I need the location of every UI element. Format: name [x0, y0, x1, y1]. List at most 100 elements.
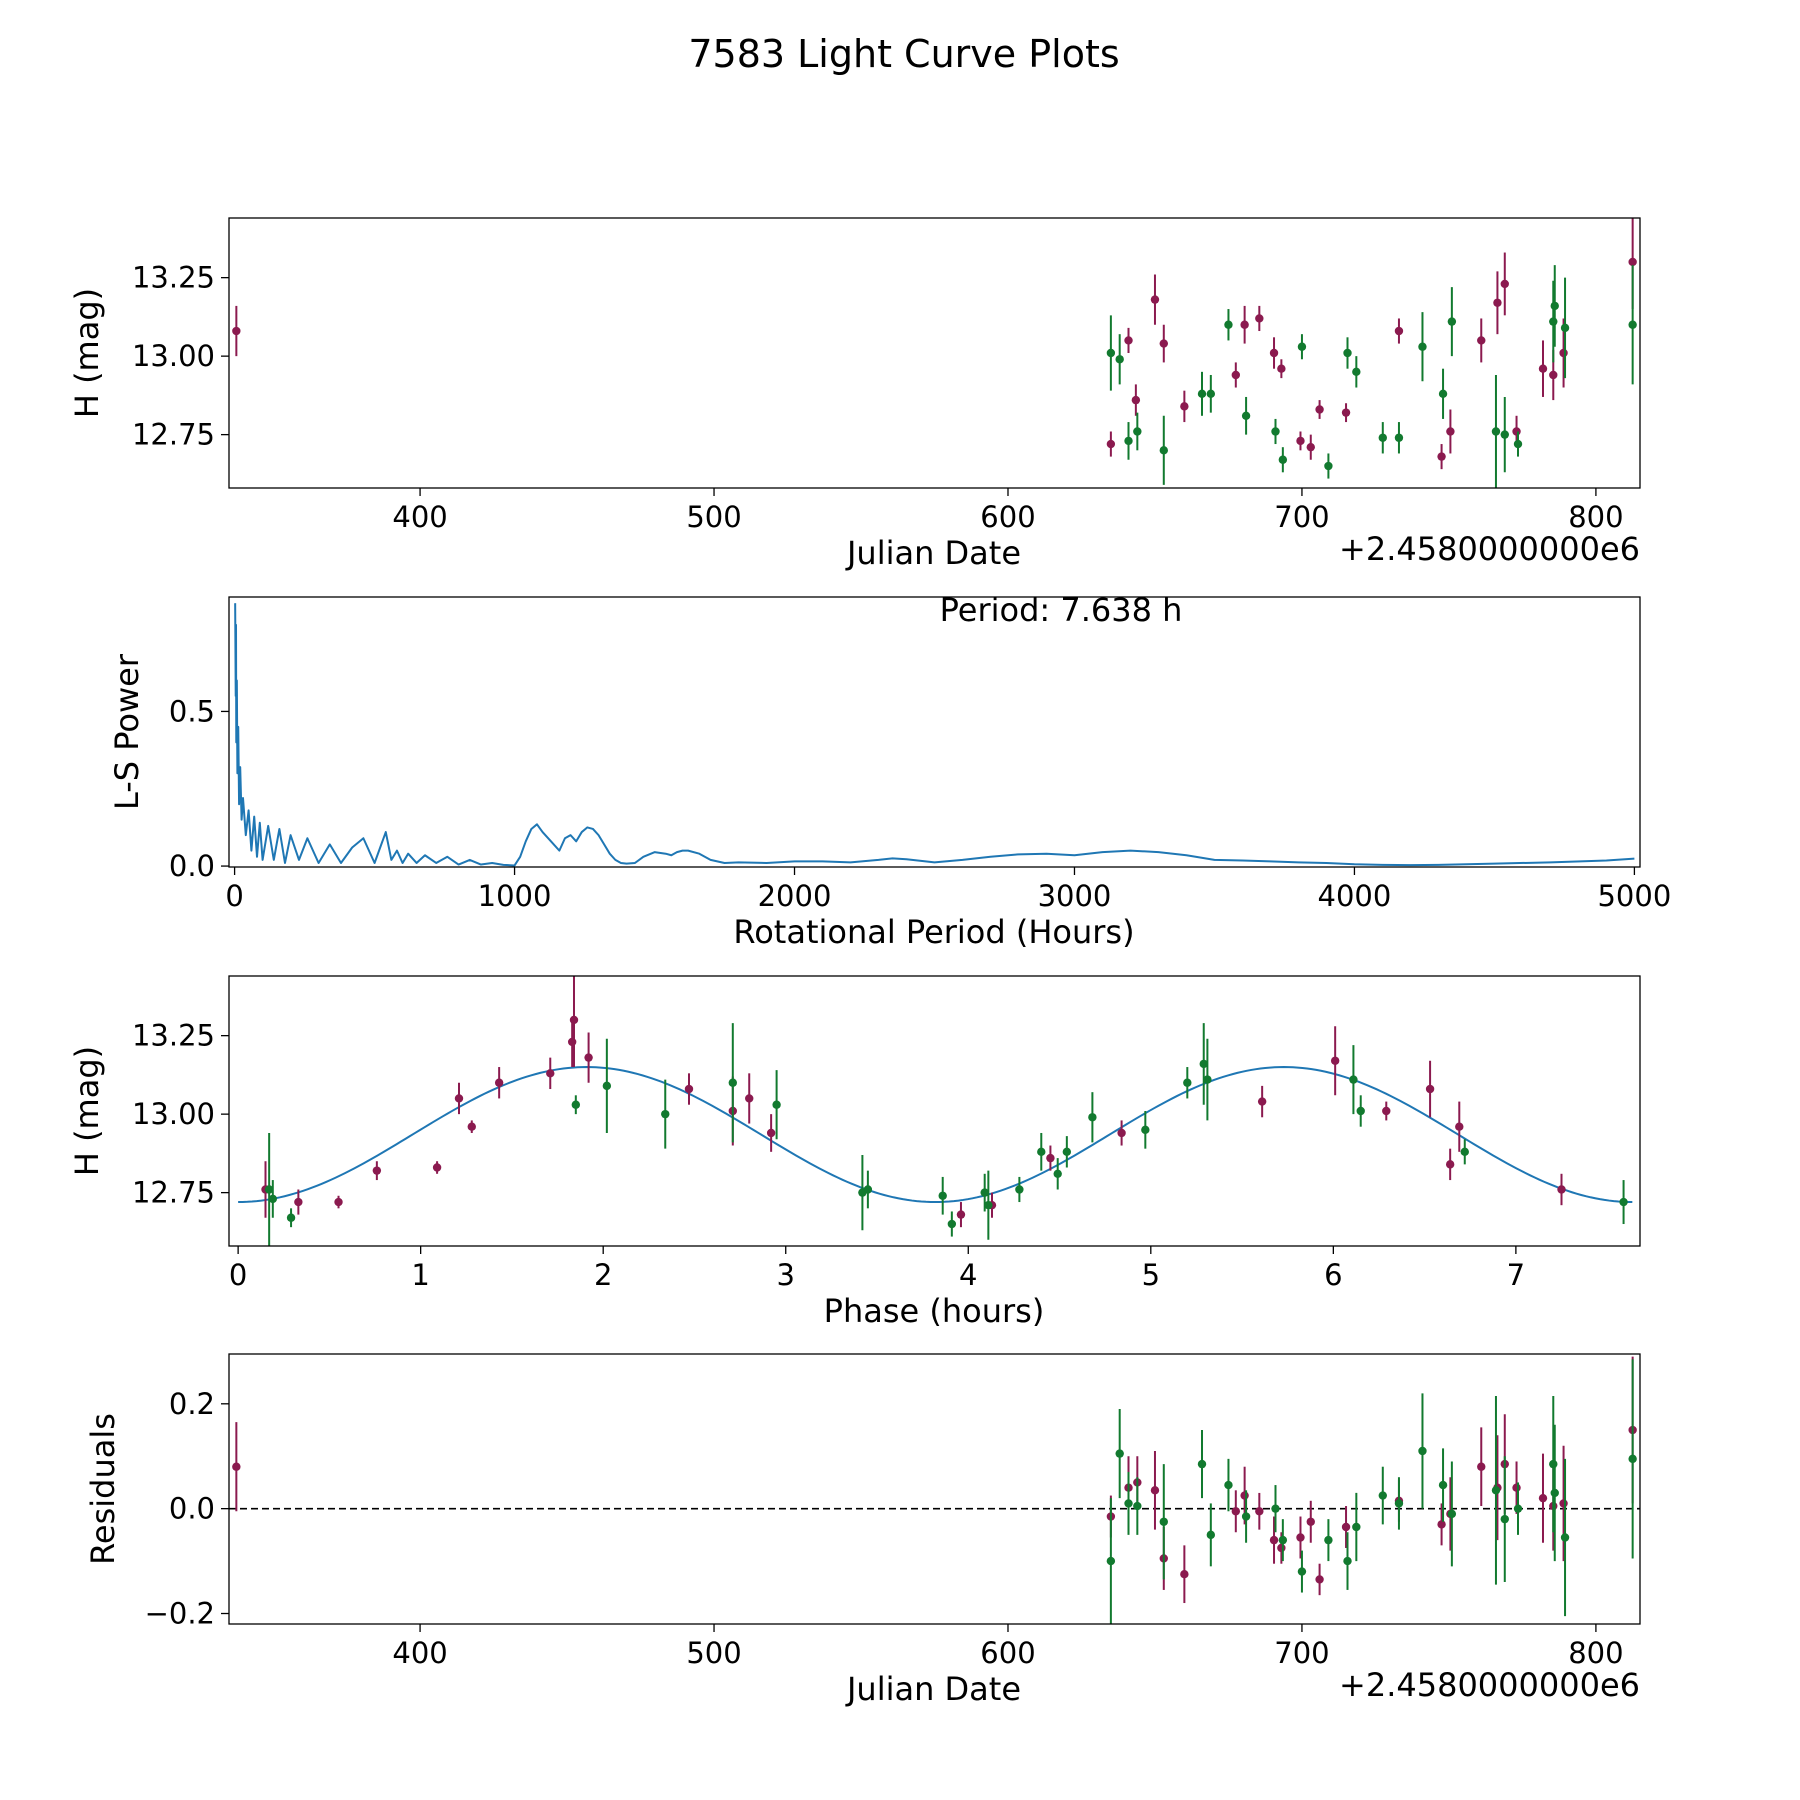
lightcurve-magenta-point — [1255, 314, 1264, 323]
lightcurve-green-point — [1297, 342, 1307, 351]
phased-magenta-point — [546, 1069, 555, 1078]
lightcurve-green-point — [1491, 427, 1501, 436]
phased-magenta-point — [1330, 1056, 1340, 1065]
phased-xtick-label: 1 — [411, 1258, 429, 1292]
residuals-ytick-label: −0.2 — [145, 1597, 215, 1631]
residuals-green-point — [1206, 1530, 1216, 1540]
phased-magenta-point — [684, 1084, 694, 1094]
lightcurve-magenta-point — [1628, 257, 1637, 267]
residuals-green-point — [1197, 1459, 1207, 1469]
phased-xtick-label: 2 — [594, 1258, 612, 1292]
lightcurve-magenta-point — [1446, 427, 1455, 436]
phased-green-point — [602, 1081, 612, 1091]
lightcurve-xtick-label: 400 — [392, 500, 447, 534]
lightcurve-green-point — [1438, 389, 1448, 399]
lightcurve-magenta-point — [1559, 348, 1568, 358]
residuals-xtick-label: 700 — [1274, 1636, 1329, 1670]
phased-ytick-label: 13.25 — [132, 1019, 215, 1053]
lightcurve-ytick-label: 12.75 — [132, 418, 215, 452]
periodogram-axes-frame — [228, 596, 1641, 868]
phased-magenta-point — [467, 1122, 476, 1131]
residuals-green-point — [1352, 1522, 1361, 1532]
phased-magenta-point — [294, 1197, 303, 1207]
lightcurve-ylabel: H (mag) — [68, 288, 106, 418]
lightcurve-green-point — [1115, 355, 1124, 364]
lightcurve-green-point — [1500, 430, 1509, 439]
lightcurve-subplot: 400 500 600 700 800 12.75 13.00 13.25 Julian Dat… — [68, 217, 1641, 572]
residuals-magenta-point — [1512, 1483, 1521, 1492]
periodogram-ylabel: L-S Power — [108, 653, 146, 810]
lightcurve-green-point — [1133, 427, 1142, 436]
phased-green-point — [947, 1219, 957, 1229]
phased-magenta-point — [432, 1163, 442, 1172]
lightcurve-green-point — [1378, 433, 1387, 442]
lightcurve-magenta-point — [1549, 370, 1558, 380]
residuals-magenta-point — [1306, 1517, 1315, 1526]
residuals-green-point — [1560, 1533, 1570, 1542]
residuals-green-point — [1378, 1491, 1387, 1500]
phased-green-point — [1062, 1147, 1072, 1157]
phased-ylabel: H (mag) — [68, 1046, 106, 1176]
residuals-green-point — [1106, 1556, 1116, 1566]
phased-magenta-point — [334, 1197, 343, 1207]
lightcurve-green-point — [1271, 427, 1280, 436]
lightcurve-green-point — [1124, 436, 1133, 446]
periodogram-xtick-label: 1000 — [478, 879, 552, 913]
residuals-xlabel: Julian Date — [845, 1670, 1021, 1708]
residuals-green-point — [1278, 1535, 1288, 1545]
residuals-ylabel: Residuals — [84, 1413, 122, 1565]
lightcurve-green-point — [1343, 348, 1352, 358]
phased-magenta-point — [1425, 1084, 1435, 1094]
lightcurve-ytick-label: 13.00 — [132, 339, 215, 373]
lightcurve-magenta-point — [1341, 408, 1351, 417]
lightcurve-magenta-point — [1306, 442, 1315, 452]
phased-green-point — [1015, 1185, 1024, 1194]
residuals-magenta-point — [1255, 1507, 1264, 1516]
phased-green-point — [1203, 1075, 1212, 1084]
phased-magenta-point — [1046, 1153, 1055, 1163]
lightcurve-xlabel: Julian Date — [845, 534, 1021, 572]
lightcurve-magenta-point — [1500, 279, 1509, 289]
lightcurve-green-point — [1447, 317, 1457, 326]
phased-green-point — [1183, 1078, 1192, 1087]
phased-green-point — [1356, 1106, 1365, 1116]
phased-magenta-point — [494, 1078, 504, 1087]
residuals-xtick-label: 500 — [686, 1636, 741, 1670]
lightcurve-magenta-point — [232, 326, 241, 336]
lightcurve-xtick-label: 600 — [980, 500, 1035, 534]
residuals-green-point — [1418, 1446, 1427, 1456]
phased-ytick-label: 12.75 — [132, 1176, 215, 1210]
lightcurve-green-point — [1224, 320, 1233, 329]
phased-green-point — [264, 1185, 274, 1194]
residuals-magenta-point — [1296, 1533, 1305, 1542]
residuals-magenta-point — [1150, 1486, 1160, 1495]
phased-green-point — [571, 1100, 581, 1109]
phased-green-point — [1037, 1147, 1046, 1157]
residuals-green-point — [1241, 1512, 1251, 1521]
lightcurve-green-point — [1197, 389, 1207, 399]
residuals-magenta-point — [1341, 1522, 1351, 1532]
lightcurve-magenta-point — [1437, 452, 1446, 461]
phased-fit-curve — [238, 1066, 1633, 1204]
phased-axes-frame — [228, 975, 1641, 1247]
residuals-offset-label: +2.4580000000e6 — [1339, 1666, 1640, 1704]
residuals-green-point — [1628, 1454, 1637, 1464]
lightcurve-green-point — [1278, 455, 1288, 464]
periodogram-period-annotation: Period: 7.638 h — [940, 591, 1183, 629]
lightcurve-offset-label: +2.4580000000e6 — [1339, 530, 1640, 568]
lightcurve-green-point — [1418, 342, 1427, 351]
periodogram-xlabel: Rotational Period (Hours) — [733, 913, 1134, 951]
lightcurve-magenta-point — [1277, 364, 1286, 373]
residuals-green-point — [1343, 1556, 1352, 1566]
residuals-green-point — [1513, 1504, 1523, 1513]
residuals-green-point — [1115, 1449, 1124, 1458]
lightcurve-magenta-point — [1159, 339, 1168, 348]
lightcurve-green-point — [1206, 389, 1216, 399]
phased-plot-area — [238, 976, 1633, 1246]
periodogram-power-line — [234, 603, 1635, 867]
phased-green-point — [268, 1194, 278, 1204]
phased-subplot: 0 1 2 3 4 5 6 7 12.75 13.00 13.25 Phase (hours) H (m… — [68, 975, 1641, 1330]
